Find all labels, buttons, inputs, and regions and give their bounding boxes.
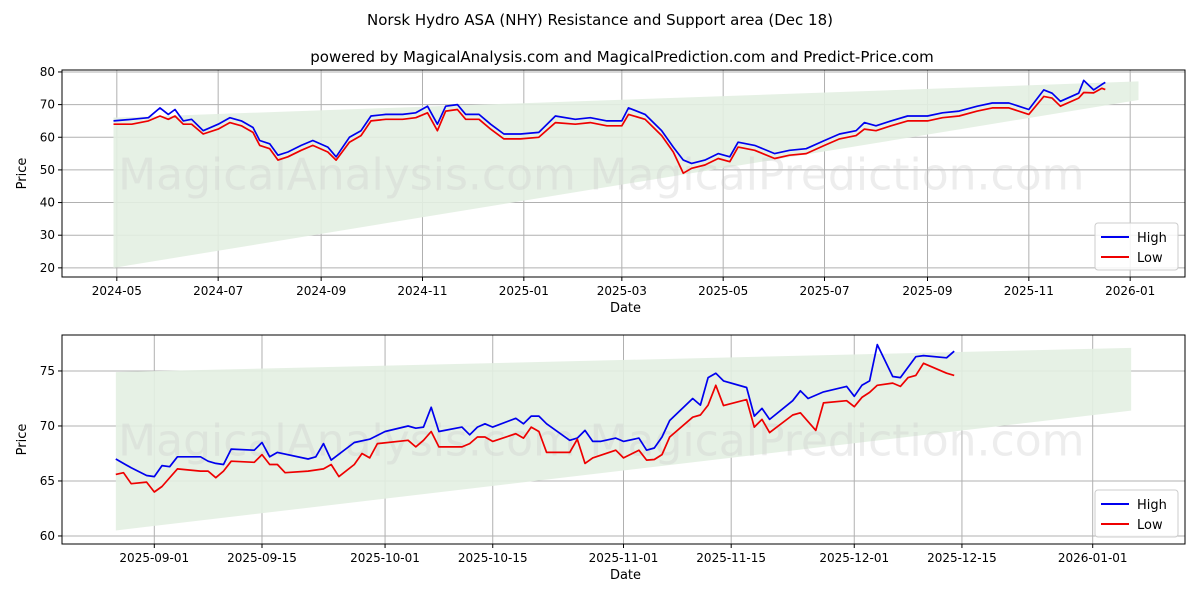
watermark-magicalanalysis: MagicalAnalysis.com <box>118 150 576 201</box>
top-panel-full-history: 2024-05 2024-07 2024-09 2024-11 2025-01 2025-… <box>15 65 1186 316</box>
series-line-high <box>113 79 1106 165</box>
legend: High Low <box>1094 222 1179 271</box>
y-tick-label: 65 <box>40 474 55 488</box>
y-tick-label: 70 <box>40 419 55 433</box>
y-axis-label: Price <box>15 424 30 456</box>
chart-title: Norsk Hydro ASA (NHY) Resistance and Sup… <box>367 11 833 29</box>
series-line-low <box>113 87 1106 175</box>
y-tick-label: 40 <box>40 196 55 210</box>
legend-label-high: High <box>1137 498 1167 513</box>
y-tick-label: 75 <box>40 364 55 378</box>
x-tick-label: 2025-01 <box>499 284 549 298</box>
legend-label-low: Low <box>1137 251 1163 266</box>
x-tick-label: 2024-07 <box>193 284 243 298</box>
y-tick-label: 30 <box>40 228 55 242</box>
plot-frame <box>61 69 1186 278</box>
x-tick-label: 2025-07 <box>799 284 849 298</box>
x-tick-label: 2025-05 <box>698 284 748 298</box>
x-tick-label: 2025-12-01 <box>819 551 889 565</box>
x-tick-label: 2024-05 <box>92 284 142 298</box>
watermark-magicalanalysis: MagicalAnalysis.com <box>118 416 576 467</box>
y-tick-label: 80 <box>40 65 55 79</box>
x-tick-label: 2025-10-15 <box>458 551 528 565</box>
y-tick-label: 70 <box>40 98 55 112</box>
series-line-low <box>115 362 955 493</box>
x-tick-label: 2025-09-15 <box>227 551 297 565</box>
legend: High Low <box>1094 489 1179 538</box>
y-tick-label: 60 <box>40 529 55 543</box>
chart-subtitle: powered by MagicalAnalysis.com and Magic… <box>310 48 934 66</box>
x-tick-label: 2025-03 <box>597 284 647 298</box>
y-axis-label: Price <box>15 158 30 190</box>
y-tick-label: 60 <box>40 130 55 144</box>
x-axis-label: Date <box>610 568 641 583</box>
x-tick-label: 2026-01 <box>1105 284 1155 298</box>
legend-label-high: High <box>1137 231 1167 246</box>
x-tick-label: 2025-11-01 <box>589 551 659 565</box>
watermark-magicalprediction: MagicalPrediction.com <box>590 150 1085 201</box>
watermark-magicalprediction: MagicalPrediction.com <box>590 416 1085 467</box>
x-tick-label: 2024-11 <box>397 284 447 298</box>
series-line-high <box>115 343 955 478</box>
x-tick-label: 2024-09 <box>296 284 346 298</box>
resistance-support-band <box>115 347 1132 531</box>
legend-box <box>1094 222 1179 271</box>
legend-label-low: Low <box>1137 518 1163 533</box>
x-tick-label: 2026-01-01 <box>1058 551 1128 565</box>
x-tick-label: 2025-10-01 <box>350 551 420 565</box>
y-tick-label: 20 <box>40 261 55 275</box>
x-tick-label: 2025-09-01 <box>119 551 189 565</box>
plot-frame <box>61 334 1186 545</box>
x-tick-label: 2025-11-15 <box>696 551 766 565</box>
legend-box <box>1094 489 1179 538</box>
x-tick-label: 2025-11 <box>1004 284 1054 298</box>
x-tick-label: 2025-09 <box>902 284 952 298</box>
y-tick-label: 50 <box>40 163 55 177</box>
bottom-panel-recent-zoom: 2025-09-01 2025-09-15 2025-10-01 2025-10-15… <box>15 334 1186 583</box>
x-tick-label: 2025-12-15 <box>927 551 997 565</box>
x-axis-label: Date <box>610 301 641 316</box>
